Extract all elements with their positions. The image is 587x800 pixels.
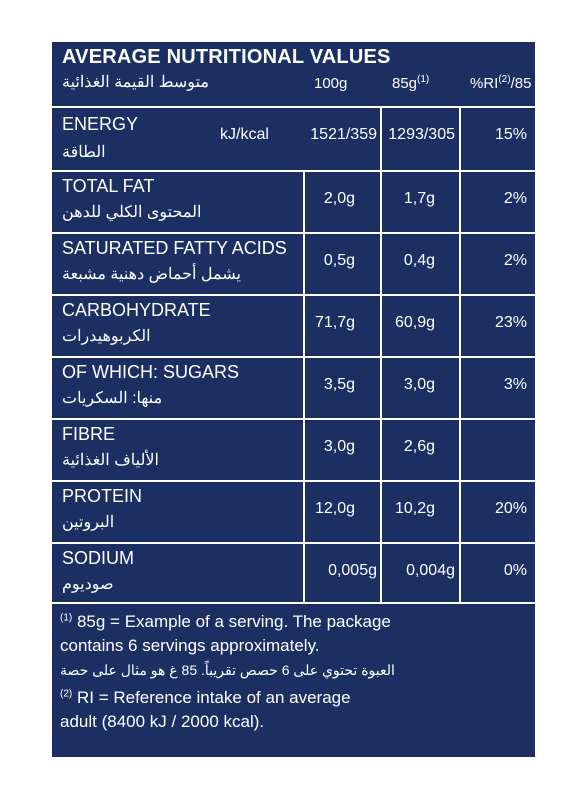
value-85g: 3,0g <box>403 376 435 393</box>
value-100g: 3,0g <box>323 438 355 455</box>
nutrient-name-arabic: الألياف الغذائية <box>62 452 159 469</box>
column-header-100g: 100g <box>314 75 348 92</box>
column-divider <box>459 106 461 602</box>
value-ri: 2% <box>503 190 527 207</box>
nutrition-panel: AVERAGE NUTRITIONAL VALUES متوسط القيمة … <box>52 42 535 757</box>
footnote-2-line-1: (2) RI = Reference intake of an average <box>60 688 351 707</box>
value-ri: 15% <box>494 126 527 143</box>
divider <box>52 356 535 358</box>
nutrient-name-arabic: البروتين <box>62 514 115 531</box>
value-100g: 2,0g <box>323 190 355 207</box>
nutrient-name-arabic: صوديوم <box>62 576 114 593</box>
value-100g: 71,7g <box>314 314 355 331</box>
nutrient-name: TOTAL FAT <box>62 176 155 196</box>
divider <box>52 542 535 544</box>
value-100g: 1521/359 <box>310 126 377 143</box>
column-header-85g: 85g(1) <box>392 74 430 93</box>
value-85g: 1,7g <box>403 190 435 207</box>
value-ri: 0% <box>503 562 527 579</box>
value-ri: 23% <box>494 314 527 331</box>
table-title: AVERAGE NUTRITIONAL VALUES <box>62 46 391 68</box>
divider <box>52 294 535 296</box>
nutrient-name: PROTEIN <box>62 486 143 506</box>
value-85g: 2,6g <box>403 438 435 455</box>
divider <box>52 106 535 108</box>
footnote-1-line-1: (1) 85g = Example of a serving. The pack… <box>60 612 391 631</box>
value-85g: 10,2g <box>394 500 435 517</box>
divider <box>52 480 535 482</box>
nutrient-name: FIBRE <box>62 424 116 444</box>
value-ri: 2% <box>503 252 527 269</box>
divider <box>52 418 535 420</box>
table-title-arabic: متوسط القيمة الغذائية <box>62 74 209 91</box>
value-85g: 0,4g <box>403 252 435 269</box>
footnote-1-line-2: contains 6 servings approximately. <box>60 636 320 655</box>
nutrient-name-arabic: الطاقة <box>62 144 106 161</box>
nutrient-unit: kJ/kcal <box>220 126 269 143</box>
value-85g: 1293/305 <box>388 126 455 143</box>
column-header-ri: %RI(2)/85 <box>470 74 532 93</box>
value-100g: 0,5g <box>323 252 355 269</box>
value-ri: 3% <box>503 376 527 393</box>
nutrient-name-arabic: المحتوى الكلي للدهن <box>62 204 202 221</box>
value-100g: 0,005g <box>328 562 377 579</box>
nutrient-name: CARBOHYDRATE <box>62 300 211 320</box>
divider <box>52 602 535 604</box>
value-85g: 0,004g <box>406 562 455 579</box>
value-100g: 12,0g <box>314 500 355 517</box>
value-85g: 60,9g <box>394 314 435 331</box>
divider <box>52 232 535 234</box>
nutrient-name-arabic: يشمل أحماض دهنية مشبعة <box>62 266 241 283</box>
nutrient-name: SODIUM <box>62 548 134 568</box>
column-divider <box>380 106 382 602</box>
value-ri: 20% <box>494 500 527 517</box>
nutrient-name: ENERGY <box>62 114 139 134</box>
nutrient-name-arabic: الكربوهيدرات <box>62 328 151 345</box>
column-divider <box>303 170 305 602</box>
value-100g: 3,5g <box>323 376 355 393</box>
nutrient-name-arabic: منها: السكريات <box>62 390 163 407</box>
nutrient-name: OF WHICH: SUGARS <box>62 362 240 382</box>
footnote-1-arabic: العبوة تحتوي على 6 حصص تقريباً. 85 غ هو … <box>60 662 395 678</box>
nutrient-name: SATURATED FATTY ACIDS <box>62 238 287 258</box>
footnote-2-line-2: adult (8400 kJ / 2000 kcal). <box>60 712 265 731</box>
divider <box>52 170 535 172</box>
